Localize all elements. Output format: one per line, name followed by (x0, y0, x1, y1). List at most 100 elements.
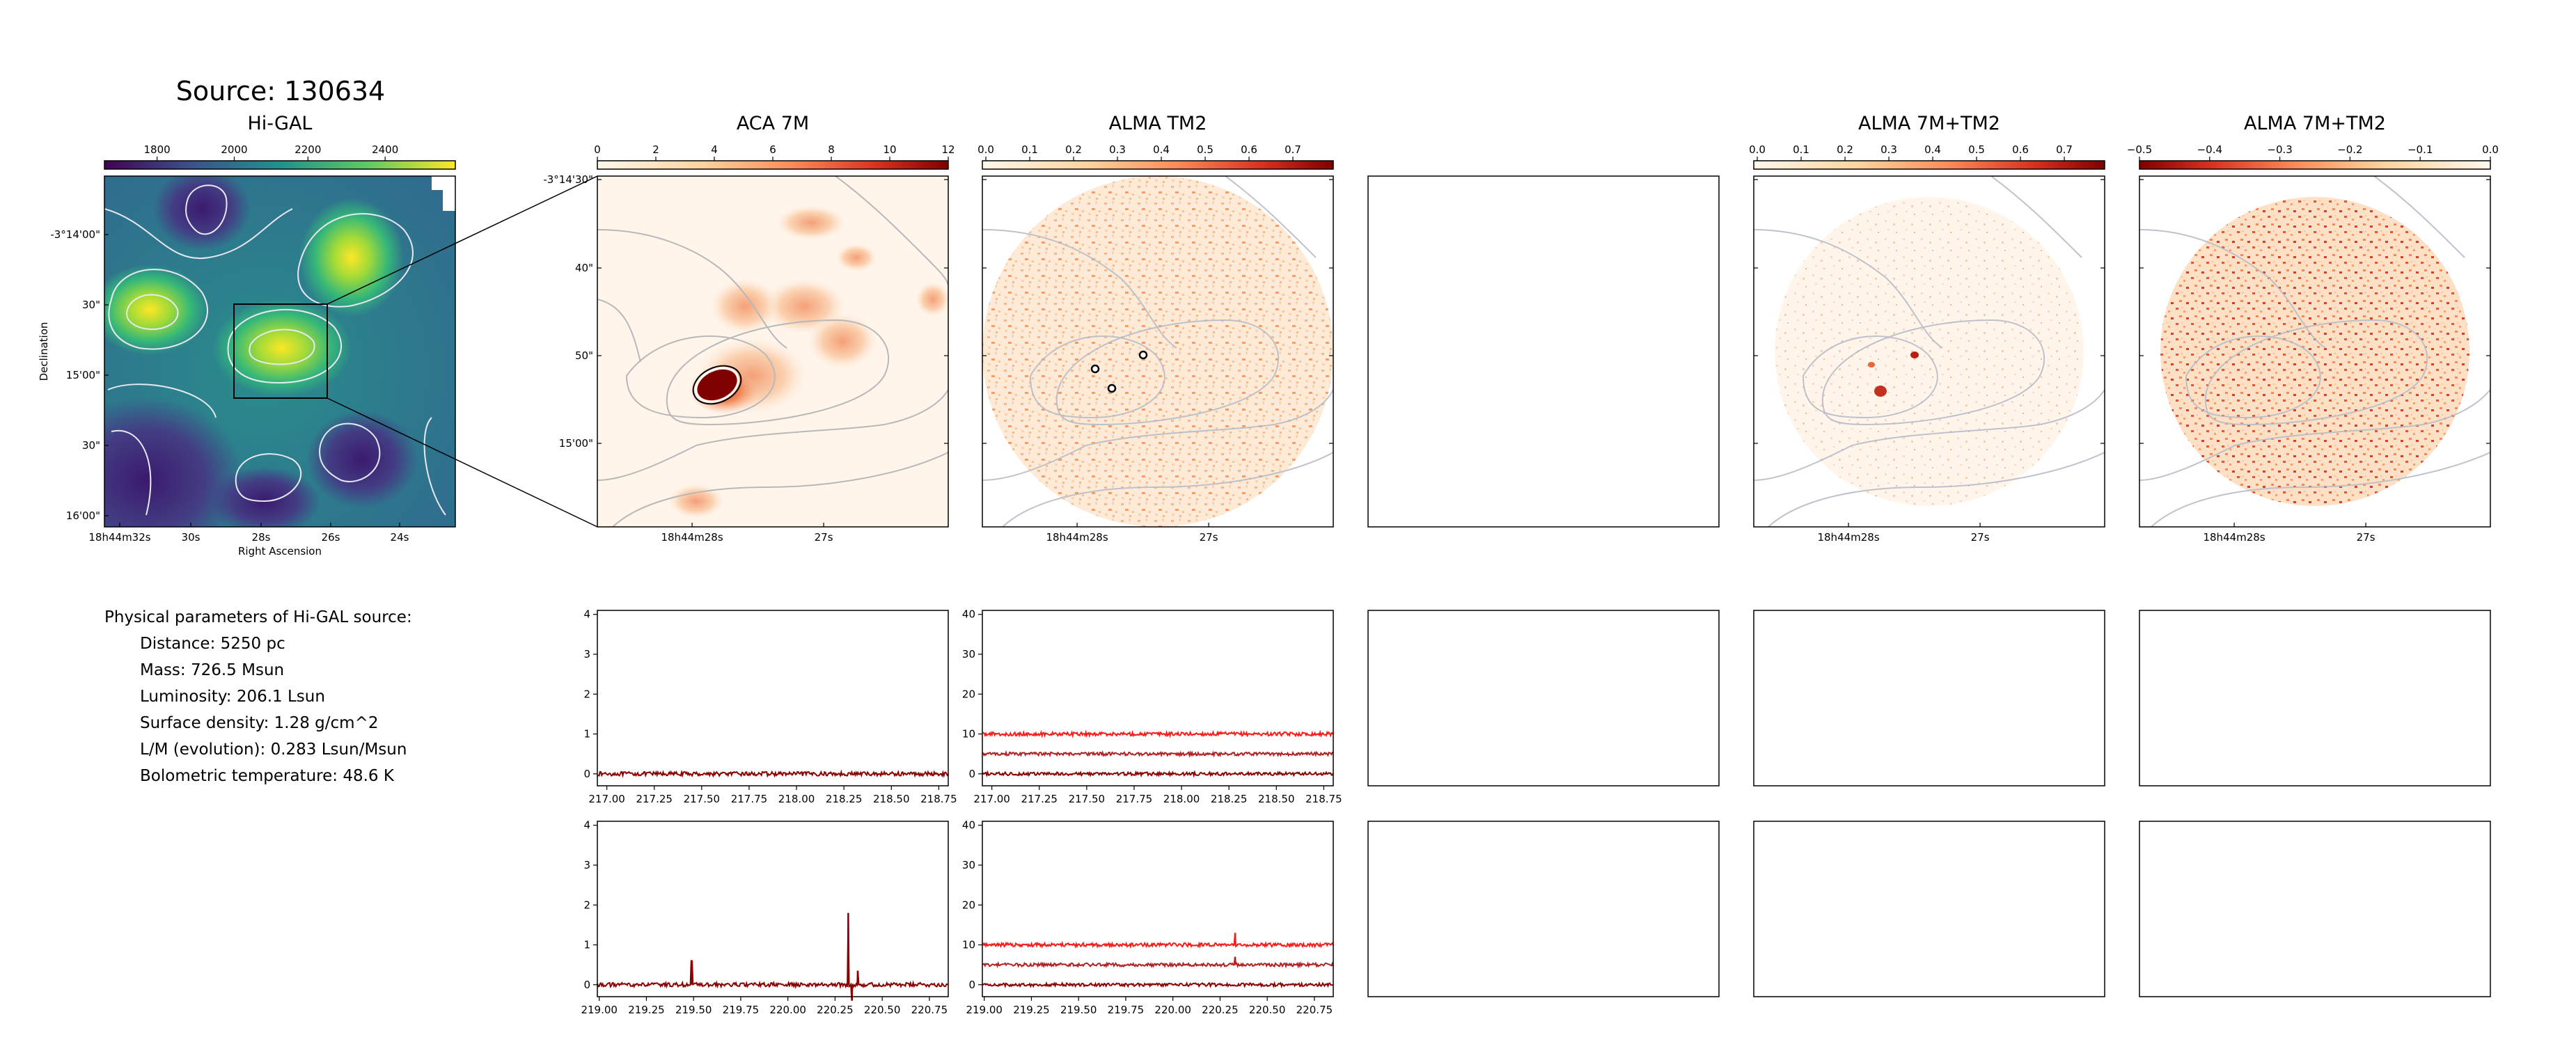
spectrum-tm2-spw2: 219.00 219.25 219.50 219.75 220.00 220.25 220.… (962, 819, 1334, 1016)
zoom-xtick-label: 27s (1200, 531, 1218, 544)
colorbar-tick-label: 0.0 (2482, 143, 2499, 156)
colorbar-tick-label: 0.2 (1065, 143, 1082, 156)
empty-map-panel (1367, 175, 1720, 528)
spectrum-ytick-label: 40 (962, 608, 975, 621)
higal-ytick-label: -3°14'00" (50, 228, 100, 241)
zoom-ytick-label: 40" (575, 262, 593, 274)
higal-map (104, 176, 455, 527)
higal-ylabel: Declination (38, 322, 50, 381)
colorbar-tick-label: 2 (652, 143, 659, 156)
physical-lm-ratio: L/M (evolution): 0.283 Lsun/Msun (140, 741, 407, 759)
spectrum-ytick-label: 0 (968, 768, 975, 780)
spectrum-xtick-label: 217.00 (973, 793, 1010, 805)
physical-distance: Distance: 5250 pc (140, 635, 285, 653)
physical-bolometric-temp: Bolometric temperature: 48.6 K (140, 767, 394, 785)
spectrum-ytick-label: 0 (583, 768, 590, 780)
spectrum-xtick-label: 219.25 (628, 1004, 665, 1016)
combo2-frame (2139, 175, 2491, 528)
zoom-xtick-label: 18h44m28s (1817, 531, 1879, 544)
spectrum-ytick-label: 3 (583, 648, 590, 661)
spectrum-xtick-label: 218.75 (920, 793, 957, 805)
spectrum-xtick-label: 219.00 (966, 1004, 1003, 1016)
physical-heading: Physical parameters of Hi-GAL source: (104, 608, 412, 626)
combo1-frame (1753, 175, 2105, 528)
spectrum-aca-spw1: 217.00 217.25 217.50 217.75 218.00 218.25 218.… (583, 608, 957, 805)
panel-title-higal: Hi-GAL (248, 113, 313, 134)
colorbar-tick-label: −0.3 (2267, 143, 2292, 156)
spectrum-xtick-label: 219.75 (723, 1004, 760, 1016)
tm2-frame (982, 175, 1334, 528)
spectrum-xtick-label: 218.00 (1163, 793, 1200, 805)
zoom-xtick-label: 18h44m28s (2203, 531, 2265, 544)
spectrum-line (982, 981, 1334, 989)
combo2-map (2139, 176, 2490, 527)
spectrum-xtick-label: 219.00 (581, 1004, 618, 1016)
zoom-ytick-label: 50" (575, 349, 593, 362)
higal-ytick-label: 30" (82, 439, 100, 452)
zoom-xtick-label: 27s (815, 531, 833, 544)
spectrum-ytick-label: 30 (962, 859, 975, 871)
colorbar-tick-label: 0.0 (1749, 143, 1766, 156)
higal-xtick-label: 28s (252, 531, 271, 544)
spectrum-line (597, 912, 949, 1001)
higal-ytick-label: 15'00" (66, 369, 100, 381)
spectrum-line (982, 933, 1334, 949)
colorbar-tick-label: 1800 (144, 143, 171, 156)
zoom-ytick-label: 15'00" (559, 437, 593, 450)
colorbar-tick-label: 0 (594, 143, 601, 156)
colorbar-tick-label: −0.2 (2337, 143, 2362, 156)
colorbar-tm2: 0.0 0.1 0.2 0.3 0.4 0.5 0.6 0.7 (977, 143, 1334, 170)
colorbar-aca: 0 2 4 6 8 10 12 (594, 143, 955, 170)
empty-spectrum-panel (1753, 610, 2105, 786)
empty-spectrum-panel (2139, 610, 2491, 786)
colorbar-tick-label: 12 (941, 143, 955, 156)
spectrum-ytick-label: 2 (583, 899, 590, 911)
spectrum-xtick-label: 217.25 (1021, 793, 1058, 805)
physical-surface-density: Surface density: 1.28 g/cm^2 (140, 714, 379, 732)
spectrum-xtick-label: 218.50 (1258, 793, 1295, 805)
colorbar-tick-label: 0.6 (1241, 143, 1257, 156)
spectrum-ytick-label: 1 (583, 939, 590, 951)
spectrum-xtick-label: 220.00 (1154, 1004, 1191, 1016)
zoom-line-bottom (327, 397, 598, 528)
spectrum-line (982, 956, 1334, 969)
spectrum-frame (982, 610, 1334, 786)
spectrum-xtick-label: 219.50 (1060, 1004, 1097, 1016)
physical-mass: Mass: 726.5 Msun (140, 661, 285, 679)
spectrum-ytick-label: 2 (583, 688, 590, 700)
spectrum-xtick-label: 217.00 (588, 793, 625, 805)
physical-luminosity: Luminosity: 206.1 Lsun (140, 688, 325, 706)
colorbar-tick-label: 10 (883, 143, 896, 156)
colorbar-tick-label: 0.7 (1285, 143, 1301, 156)
spectrum-line (597, 769, 949, 778)
spectrum-xtick-label: 218.75 (1305, 793, 1342, 805)
spectrum-xtick-label: 217.25 (636, 793, 673, 805)
colorbar-tick-label: 2400 (372, 143, 398, 156)
colorbar-tick-label: 0.4 (1153, 143, 1170, 156)
colorbar-tick-label: −0.5 (2127, 143, 2152, 156)
spectrum-xtick-label: 220.75 (911, 1004, 948, 1016)
colorbar-tick-label: 0.3 (1880, 143, 1897, 156)
combo1-map (1754, 176, 2105, 527)
colorbar-tick-label: 0.0 (977, 143, 994, 156)
spectrum-ytick-label: 1 (583, 728, 590, 741)
empty-spectrum-panel (1367, 610, 1720, 786)
spectrum-xtick-label: 218.00 (778, 793, 815, 805)
panel-title-combo1: ALMA 7M+TM2 (1858, 113, 2000, 134)
spectrum-frame (982, 821, 1334, 997)
spectrum-xtick-label: 220.25 (1202, 1004, 1239, 1016)
spectrum-ytick-label: 4 (583, 819, 590, 832)
colorbar-tick-label: 0.2 (1837, 143, 1853, 156)
spectrum-xtick-label: 220.75 (1296, 1004, 1333, 1016)
higal-xtick-label: 24s (391, 531, 409, 544)
colorbar-tick-label: −0.4 (2197, 143, 2222, 156)
spectrum-ytick-label: 10 (962, 939, 975, 951)
spectrum-ytick-label: 3 (583, 859, 590, 871)
spectrum-line (982, 770, 1334, 778)
higal-xlabel: Right Ascension (238, 545, 322, 557)
spectrum-xtick-label: 217.50 (684, 793, 721, 805)
colorbar-tick-label: 8 (828, 143, 835, 156)
spectrum-xtick-label: 220.25 (817, 1004, 854, 1016)
panel-title-combo2: ALMA 7M+TM2 (2244, 113, 2386, 134)
colorbar-tick-label: 0.1 (1793, 143, 1809, 156)
